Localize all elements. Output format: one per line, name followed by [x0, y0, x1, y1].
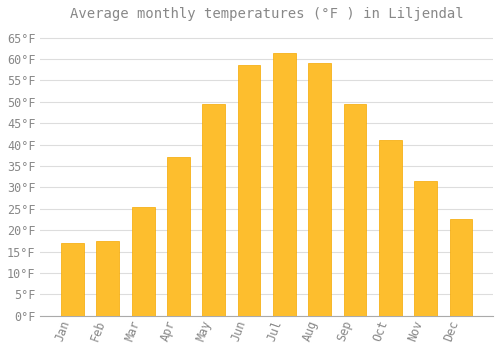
Bar [344, 104, 366, 316]
Bar [167, 158, 190, 316]
Title: Average monthly temperatures (°F ) in Liljendal: Average monthly temperatures (°F ) in Li… [70, 7, 464, 21]
Bar [202, 104, 225, 316]
Bar [273, 52, 296, 316]
Bar [414, 181, 437, 316]
Bar [238, 65, 260, 316]
Bar [96, 241, 119, 316]
Bar [61, 243, 84, 316]
Bar [132, 206, 154, 316]
Bar [379, 140, 402, 316]
Bar [450, 219, 472, 316]
Bar [308, 63, 331, 316]
